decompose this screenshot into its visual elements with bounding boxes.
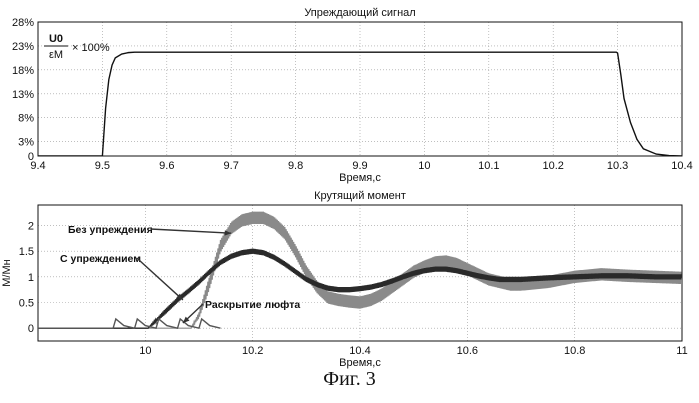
chart2-y-tick-label: 1 <box>28 272 34 284</box>
chart1-y-tick-label: 3% <box>18 137 34 149</box>
chart1-x-tick-label: 10.4 <box>671 160 692 172</box>
chart1-x-tick-label: 10 <box>418 160 430 172</box>
chart1-y-tick-label: 23% <box>12 41 34 53</box>
chart1-title: Упреждающий сигнал <box>304 7 415 19</box>
chart2-y-tick-label: 0 <box>28 323 34 335</box>
chart1-formula-denominator: εM <box>49 49 63 61</box>
chart1-x-tick-label: 9.8 <box>288 160 303 172</box>
chart1-y-tick-label: 0 <box>28 151 34 163</box>
chart1-x-tick-label: 10.1 <box>478 160 499 172</box>
chart1-y-tick-label: 8% <box>18 113 34 125</box>
chart1-x-axis-label: Время,с <box>339 172 381 184</box>
chart2-annotation-2: С упреждением <box>60 253 141 265</box>
chart2-x-tick-label: 11 <box>676 345 687 357</box>
chart2-y-tick-label: 0.5 <box>19 298 34 310</box>
figure-caption: Фиг. 3 <box>0 368 699 391</box>
chart2-y-tick-label: 2 <box>28 221 34 233</box>
chart1-x-tick-label: 10.2 <box>542 160 563 172</box>
chart2-annotation-3: Раскрытие люфта <box>205 299 300 311</box>
chart1-y-tick-label: 13% <box>12 89 34 101</box>
chart1-x-tick-label: 9.5 <box>95 160 110 172</box>
chart1-x-tick-label: 10.3 <box>607 160 628 172</box>
chart1-y-tick-label: 28% <box>12 17 34 29</box>
chart2-annotation-1: Без упреждения <box>68 224 153 236</box>
chart2-x-tick-label: 10.4 <box>349 345 370 357</box>
chart1-x-tick-label: 9.6 <box>159 160 174 172</box>
chart2-y-tick-label: 1.5 <box>19 246 34 258</box>
chart2-x-tick-label: 10.2 <box>242 345 263 357</box>
chart1-x-tick-label: 9.9 <box>352 160 367 172</box>
chart2-x-tick-label: 10.6 <box>457 345 478 357</box>
chart2-title: Крутящий момент <box>314 190 406 202</box>
chart1-x-tick-label: 9.7 <box>224 160 239 172</box>
chart1-formula-numerator: U0 <box>49 33 63 45</box>
chart1-formula-suffix: × 100% <box>72 42 110 54</box>
chart2-x-tick-label: 10.8 <box>564 345 585 357</box>
chart2-y-axis-label: М/Мн <box>1 259 13 286</box>
chart2-x-tick-label: 10 <box>139 345 151 357</box>
chart1-y-tick-label: 18% <box>12 65 34 77</box>
